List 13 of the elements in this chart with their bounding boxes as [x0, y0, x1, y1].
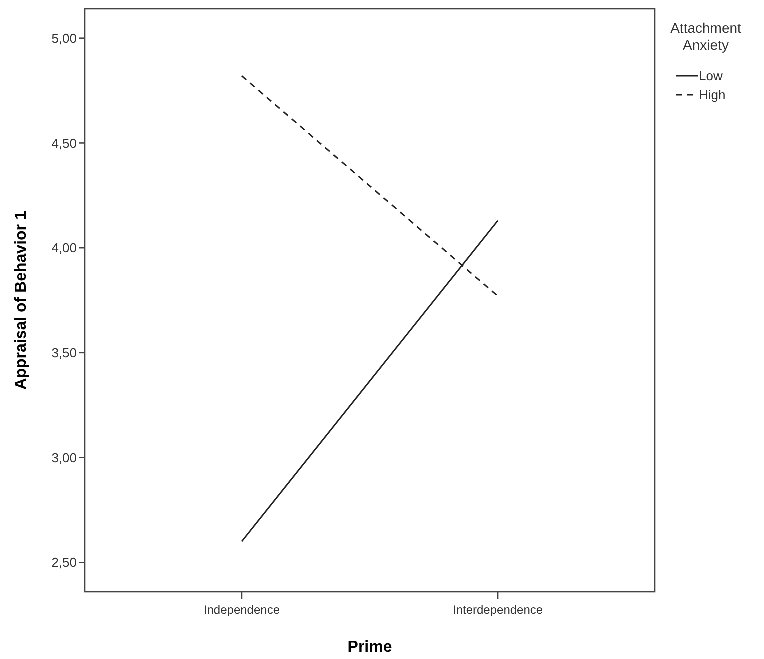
x-tick-label: Independence — [204, 603, 280, 617]
y-tick-label: 5,00 — [52, 30, 77, 46]
legend-label: Low — [699, 68, 724, 84]
legend-title: Attachment Anxiety — [670, 20, 742, 53]
y-tick-label: 3,50 — [52, 345, 77, 360]
y-axis-title: Appraisal of Behavior 1 — [13, 211, 30, 390]
y-tick-label: 2,50 — [52, 555, 77, 570]
x-axis-title: Prime — [348, 639, 392, 656]
legend-label: High — [699, 88, 726, 103]
y-tick-label: 4,00 — [52, 240, 77, 256]
x-tick-label: Interdependence — [452, 603, 544, 617]
y-tick-label: 3,00 — [52, 450, 77, 466]
y-tick-label: 4,50 — [52, 136, 77, 151]
